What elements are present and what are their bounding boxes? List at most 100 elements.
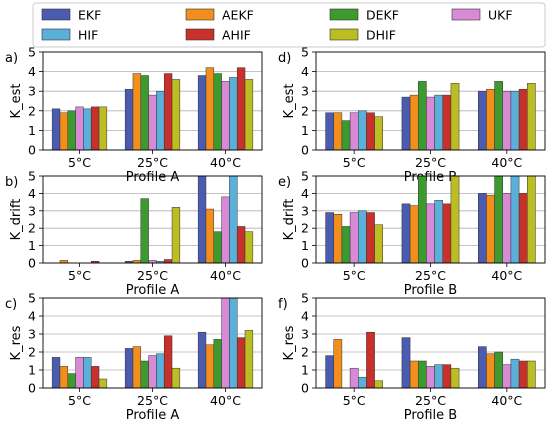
y-tick-label: 5 xyxy=(28,291,36,306)
panel-label: b) xyxy=(5,175,18,190)
axes-frame xyxy=(315,175,546,264)
y-tick-label: 4 xyxy=(301,64,309,79)
legend-swatch xyxy=(329,28,359,41)
bar-ekf-1 xyxy=(124,88,134,151)
y-tick-label: 3 xyxy=(301,327,309,342)
bar-aekf-1 xyxy=(132,346,142,389)
bar-hif-1 xyxy=(434,364,444,389)
x-tick-label: 25°C xyxy=(137,155,168,170)
bar-dekf-2 xyxy=(213,73,222,151)
bar-ekf-2 xyxy=(197,175,207,264)
panel-a: 0 1 2 3 4 5 5°C 25°C 40°C Profile A K_est a) xyxy=(5,45,263,185)
bar-ahif-0 xyxy=(366,331,375,389)
y-axis-label: K_drift xyxy=(282,199,297,241)
y-tick-label: 5 xyxy=(28,45,36,60)
bar-dhif-2 xyxy=(527,83,536,151)
bar-ukf-1 xyxy=(426,366,435,389)
bar-ahif-2 xyxy=(236,226,246,264)
legend-label: DHIF xyxy=(366,28,396,43)
legend-label: AEKF xyxy=(222,8,254,23)
legend-entry-ukf: UKF xyxy=(451,8,513,23)
legend-entry-dekf: DEKF xyxy=(329,8,399,23)
legend-swatch xyxy=(41,8,71,21)
y-tick-label: 1 xyxy=(28,363,36,378)
bar-hif-0 xyxy=(83,108,92,151)
bar-ekf-0 xyxy=(51,357,61,389)
bar-hif-1 xyxy=(434,200,444,264)
y-tick-label: 5 xyxy=(301,45,309,60)
bar-ukf-2 xyxy=(502,364,512,389)
y-tick-label: 0 xyxy=(28,256,36,271)
bar-ekf-1 xyxy=(401,337,411,389)
bar-ukf-1 xyxy=(148,94,157,151)
y-tick-label: 2 xyxy=(28,221,36,236)
x-axis-label: Profile A xyxy=(126,283,180,298)
bar-ahif-2 xyxy=(518,360,528,389)
y-tick-label: 4 xyxy=(28,186,36,201)
bar-ukf-2 xyxy=(502,90,512,151)
legend-label: UKF xyxy=(488,8,513,23)
panel-c: 0 1 2 3 4 5 5°C 25°C 40°C Profile A K_res c) xyxy=(5,291,263,421)
bar-dekf-2 xyxy=(494,175,503,264)
bar-hif-1 xyxy=(156,353,165,389)
x-tick-label: 5°C xyxy=(343,393,366,408)
axes-frame xyxy=(315,297,546,389)
bar-ukf-2 xyxy=(221,81,230,151)
bar-dhif-2 xyxy=(244,79,254,151)
y-tick-label: 2 xyxy=(301,103,309,118)
bar-dhif-2 xyxy=(244,231,254,264)
panel-label: c) xyxy=(5,297,17,312)
bar-ahif-1 xyxy=(442,94,452,151)
bar-dhif-0 xyxy=(374,116,384,151)
bar-hif-2 xyxy=(510,90,520,151)
bar-dhif-1 xyxy=(171,367,181,389)
y-tick-label: 0 xyxy=(301,381,309,396)
x-tick-label: 25°C xyxy=(137,268,168,283)
axes-frame xyxy=(42,297,263,389)
bar-dekf-1 xyxy=(417,175,427,264)
y-tick-label: 3 xyxy=(28,203,36,218)
bar-ukf-2 xyxy=(221,196,230,264)
bar-hif-0 xyxy=(358,110,367,151)
bar-aekf-1 xyxy=(132,73,142,151)
bar-dhif-2 xyxy=(527,175,536,264)
bar-ukf-0 xyxy=(75,106,84,151)
bar-aekf-2 xyxy=(205,208,215,264)
bar-aekf-2 xyxy=(205,67,215,151)
panel-f: 0 1 2 3 4 5 5°C 25°C 40°C Profile B K_res f) xyxy=(278,291,546,421)
bar-ekf-0 xyxy=(325,355,334,389)
y-tick-label: 5 xyxy=(301,169,309,184)
y-tick-label: 0 xyxy=(301,256,309,271)
bar-ekf-2 xyxy=(197,331,207,389)
bar-ekf-1 xyxy=(401,96,411,151)
bar-ahif-1 xyxy=(442,364,452,389)
bar-hif-0 xyxy=(83,357,92,389)
y-tick-label: 1 xyxy=(28,238,36,253)
x-tick-label: 40°C xyxy=(491,393,522,408)
y-tick-label: 0 xyxy=(28,381,36,396)
bar-ekf-1 xyxy=(124,348,134,389)
legend-swatch xyxy=(185,8,215,21)
bar-dekf-0 xyxy=(341,226,351,264)
bar-ukf-0 xyxy=(75,357,84,389)
x-tick-label: 25°C xyxy=(415,268,446,283)
bar-dhif-2 xyxy=(244,330,254,389)
y-tick-label: 0 xyxy=(301,143,309,158)
bar-dekf-2 xyxy=(494,81,503,151)
bar-dekf-1 xyxy=(417,81,427,151)
legend-swatch xyxy=(451,8,481,21)
y-tick-label: 3 xyxy=(28,84,36,99)
y-axis-label: K_res xyxy=(282,325,297,360)
bar-dhif-1 xyxy=(450,83,460,151)
x-tick-label: 40°C xyxy=(210,155,241,170)
y-tick-label: 2 xyxy=(28,345,36,360)
bar-ukf-0 xyxy=(349,367,359,389)
x-tick-label: 40°C xyxy=(491,268,522,283)
x-axis-label: Profile B xyxy=(404,170,457,185)
bar-ahif-1 xyxy=(163,73,173,151)
bar-ahif-0 xyxy=(90,106,100,151)
y-tick-label: 3 xyxy=(301,203,309,218)
bar-ahif-2 xyxy=(518,88,528,151)
bar-ahif-1 xyxy=(163,259,173,264)
x-axis-label: Profile A xyxy=(126,408,180,421)
